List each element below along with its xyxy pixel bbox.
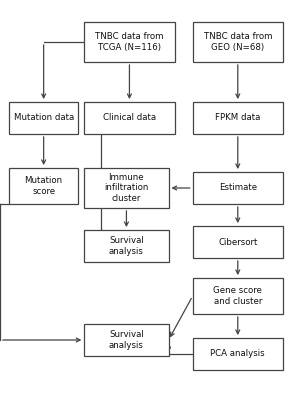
Text: Clinical data: Clinical data	[103, 114, 156, 122]
FancyBboxPatch shape	[193, 338, 283, 370]
Text: Mutation
score: Mutation score	[25, 176, 63, 196]
Text: Immune
infiltration
cluster: Immune infiltration cluster	[104, 173, 149, 203]
FancyBboxPatch shape	[84, 102, 175, 134]
FancyBboxPatch shape	[84, 168, 169, 208]
Text: Survival
analysis: Survival analysis	[109, 236, 144, 256]
FancyBboxPatch shape	[193, 102, 283, 134]
FancyBboxPatch shape	[193, 226, 283, 258]
FancyBboxPatch shape	[84, 324, 169, 356]
Text: PCA analysis: PCA analysis	[210, 350, 265, 358]
FancyBboxPatch shape	[84, 230, 169, 262]
Text: Estimate: Estimate	[219, 184, 257, 192]
FancyBboxPatch shape	[84, 22, 175, 62]
FancyBboxPatch shape	[193, 22, 283, 62]
Text: TNBC data from
TCGA (N=116): TNBC data from TCGA (N=116)	[95, 32, 164, 52]
FancyBboxPatch shape	[9, 102, 78, 134]
FancyBboxPatch shape	[193, 278, 283, 314]
Text: Survival
analysis: Survival analysis	[109, 330, 144, 350]
FancyBboxPatch shape	[193, 172, 283, 204]
Text: Mutation data: Mutation data	[14, 114, 74, 122]
Text: Cibersort: Cibersort	[218, 238, 257, 246]
Text: Gene score
and cluster: Gene score and cluster	[213, 286, 262, 306]
Text: TNBC data from
GEO (N=68): TNBC data from GEO (N=68)	[203, 32, 272, 52]
Text: FPKM data: FPKM data	[215, 114, 260, 122]
FancyBboxPatch shape	[9, 168, 78, 204]
